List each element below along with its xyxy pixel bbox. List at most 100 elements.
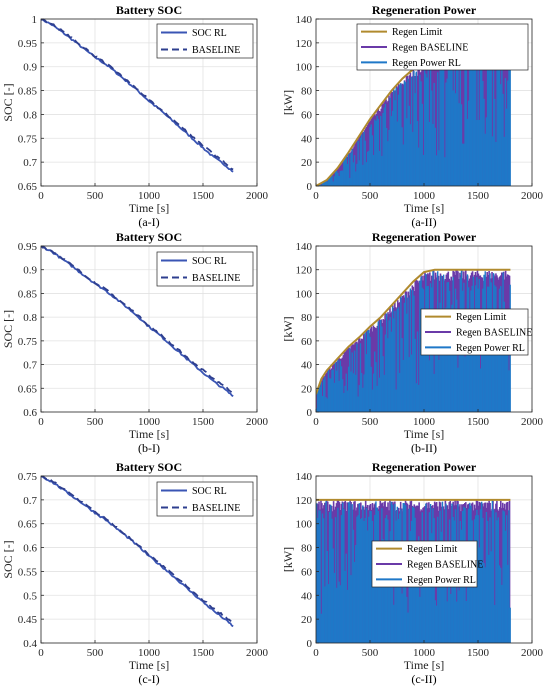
legend-label: SOC RL (192, 256, 227, 267)
y-tick-label: 0.9 (23, 265, 37, 277)
y-tick-label: 0.65 (18, 383, 38, 395)
x-tick-label: 2000 (521, 647, 544, 659)
x-tick-label: 2000 (246, 416, 269, 428)
x-axis-label: Time [s] (404, 658, 445, 672)
legend-label: SOC RL (192, 28, 227, 39)
chart-title: Regeneration Power (372, 460, 477, 474)
x-axis-label: Time [s] (404, 427, 445, 441)
chart-panel-b-I: 0 500 1000 1500 2000 0.6 0.65 0.7 0.75 0.8 0.85 0.9… (1, 230, 269, 455)
plot-content (316, 41, 511, 186)
x-tick-label: 0 (38, 190, 44, 202)
x-axis-label: Time [s] (129, 658, 170, 672)
y-tick-label: 0.85 (18, 86, 38, 98)
y-tick-label: 100 (296, 62, 313, 74)
y-tick-label: 0.85 (18, 288, 38, 300)
y-tick-label: 0.75 (18, 471, 38, 483)
x-tick-label: 1500 (467, 416, 490, 428)
x-tick-label: 0 (313, 416, 319, 428)
y-tick-label: 0.7 (23, 157, 37, 169)
series-line-regen-limit (316, 268, 511, 395)
y-tick-label: 0.9 (23, 62, 37, 74)
chart-panel-b-II: 0 500 1000 1500 2000 0 20 40 60 80 100 120 140 Regene… (281, 230, 544, 455)
y-tick-label: 140 (296, 14, 313, 26)
x-tick-label: 2000 (521, 190, 544, 202)
legend-label: Regen Power RL (392, 58, 461, 69)
x-tick-label: 2000 (246, 190, 269, 202)
legend: Regen Limit Regen BASELINE Regen Power RL (371, 540, 483, 588)
y-tick-label: 140 (296, 471, 313, 483)
legend-label: Regen BASELINE (407, 560, 483, 571)
legend: Regen Limit Regen BASELINE Regen Power RL (420, 308, 532, 356)
y-axis-label: SOC [-] (1, 540, 15, 578)
y-axis-label: [kW] (281, 316, 295, 341)
x-tick-label: 1500 (192, 416, 215, 428)
y-axis-label: SOC [-] (1, 83, 15, 121)
x-tick-label: 1000 (138, 647, 161, 659)
legend: Regen Limit Regen BASELINE Regen Power RL (356, 23, 529, 71)
legend: SOC RL BASELINE (156, 23, 254, 59)
x-tick-label: 500 (362, 647, 379, 659)
chart-panel-c-I: 0 500 1000 1500 2000 0.4 0.45 0.5 0.55 0.6 0.65 0.7… (1, 460, 269, 686)
chart-title: Regeneration Power (372, 230, 477, 244)
x-tick-label: 500 (87, 416, 104, 428)
legend: SOC RL BASELINE (156, 251, 254, 287)
legend-label: Regen Limit (392, 27, 442, 38)
x-tick-label: 1000 (413, 647, 436, 659)
series-line-baseline (41, 476, 234, 624)
y-tick-label: 0.8 (23, 109, 37, 121)
chart-title: Battery SOC (116, 230, 182, 244)
legend-label: BASELINE (192, 45, 240, 56)
x-axis-label: Time [s] (129, 201, 170, 215)
y-tick-label: 80 (301, 312, 313, 324)
series-line-baseline (41, 246, 234, 394)
y-tick-label: 0 (307, 638, 313, 650)
x-tick-label: 0 (313, 190, 319, 202)
legend-label: Regen BASELINE (456, 328, 532, 339)
chart-panel-c-II: 0 500 1000 1500 2000 0 20 40 60 80 100 120 140 Regene… (281, 460, 544, 686)
y-tick-label: 40 (301, 360, 313, 372)
x-tick-label: 2000 (246, 647, 269, 659)
chart-title: Battery SOC (116, 3, 182, 17)
y-tick-label: 0.7 (23, 495, 37, 507)
y-tick-label: 60 (301, 336, 313, 348)
panel-label: (c-II) (411, 672, 436, 686)
y-tick-label: 100 (296, 288, 313, 300)
y-tick-label: 0.65 (18, 181, 38, 193)
y-tick-label: 20 (301, 157, 313, 169)
x-tick-label: 1000 (413, 190, 436, 202)
panel-label: (b-II) (411, 441, 437, 455)
y-tick-label: 0.5 (23, 590, 37, 602)
x-tick-label: 1000 (413, 416, 436, 428)
y-tick-label: 0.65 (18, 519, 38, 531)
y-tick-label: 60 (301, 109, 313, 121)
y-tick-label: 40 (301, 133, 313, 145)
y-tick-label: 0.8 (23, 312, 37, 324)
legend-label: Regen Limit (456, 312, 506, 323)
y-tick-label: 0.6 (23, 407, 37, 419)
legend-label: BASELINE (192, 273, 240, 284)
x-tick-label: 1000 (138, 416, 161, 428)
x-tick-label: 1500 (467, 647, 490, 659)
y-tick-label: 0.75 (18, 336, 38, 348)
x-tick-label: 500 (362, 416, 379, 428)
legend-box (156, 251, 254, 287)
series-line-soc-rl (41, 19, 234, 173)
y-tick-label: 120 (296, 265, 313, 277)
y-tick-label: 40 (301, 590, 313, 602)
legend-box (156, 23, 254, 59)
panel-label: (c-I) (138, 672, 159, 686)
x-axis-label: Time [s] (404, 201, 445, 215)
legend-label: Regen Power RL (456, 343, 525, 354)
x-tick-label: 1500 (192, 190, 215, 202)
legend-label: Regen Power RL (407, 575, 476, 586)
y-axis-label: SOC [-] (1, 310, 15, 348)
y-tick-label: 0.95 (18, 38, 38, 50)
x-tick-label: 0 (38, 647, 44, 659)
x-tick-label: 1500 (467, 190, 490, 202)
chart-title: Battery SOC (116, 460, 182, 474)
y-tick-label: 120 (296, 38, 313, 50)
x-tick-label: 1500 (192, 647, 215, 659)
plot-content (41, 476, 234, 628)
chart-title: Regeneration Power (372, 3, 477, 17)
